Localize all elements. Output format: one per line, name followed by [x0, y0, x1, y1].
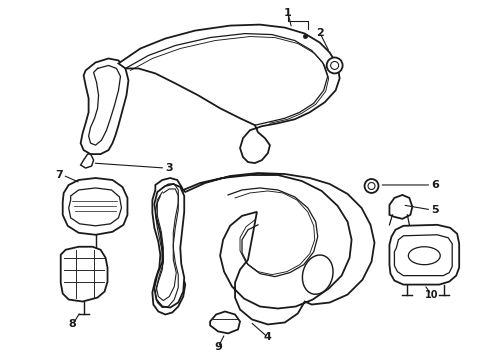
- Text: 2: 2: [316, 28, 323, 37]
- Text: 6: 6: [431, 180, 439, 190]
- Ellipse shape: [302, 255, 333, 294]
- Text: 9: 9: [214, 342, 222, 352]
- Ellipse shape: [408, 247, 440, 265]
- Text: 8: 8: [69, 319, 76, 329]
- Text: 1: 1: [284, 8, 292, 18]
- Polygon shape: [390, 225, 459, 285]
- Circle shape: [368, 183, 375, 189]
- Text: 3: 3: [165, 163, 173, 173]
- Polygon shape: [390, 195, 413, 219]
- Polygon shape: [183, 173, 374, 324]
- Circle shape: [331, 62, 339, 69]
- Circle shape: [365, 179, 378, 193]
- Polygon shape: [154, 184, 184, 307]
- Polygon shape: [119, 24, 340, 163]
- Text: 5: 5: [431, 205, 439, 215]
- Text: 7: 7: [55, 170, 63, 180]
- Polygon shape: [63, 178, 127, 235]
- Text: 10: 10: [424, 289, 438, 300]
- Polygon shape: [61, 247, 107, 302]
- Polygon shape: [210, 311, 240, 333]
- Text: 4: 4: [264, 332, 272, 342]
- Circle shape: [327, 58, 343, 73]
- Polygon shape: [81, 154, 94, 168]
- Polygon shape: [152, 178, 185, 315]
- Polygon shape: [81, 58, 128, 154]
